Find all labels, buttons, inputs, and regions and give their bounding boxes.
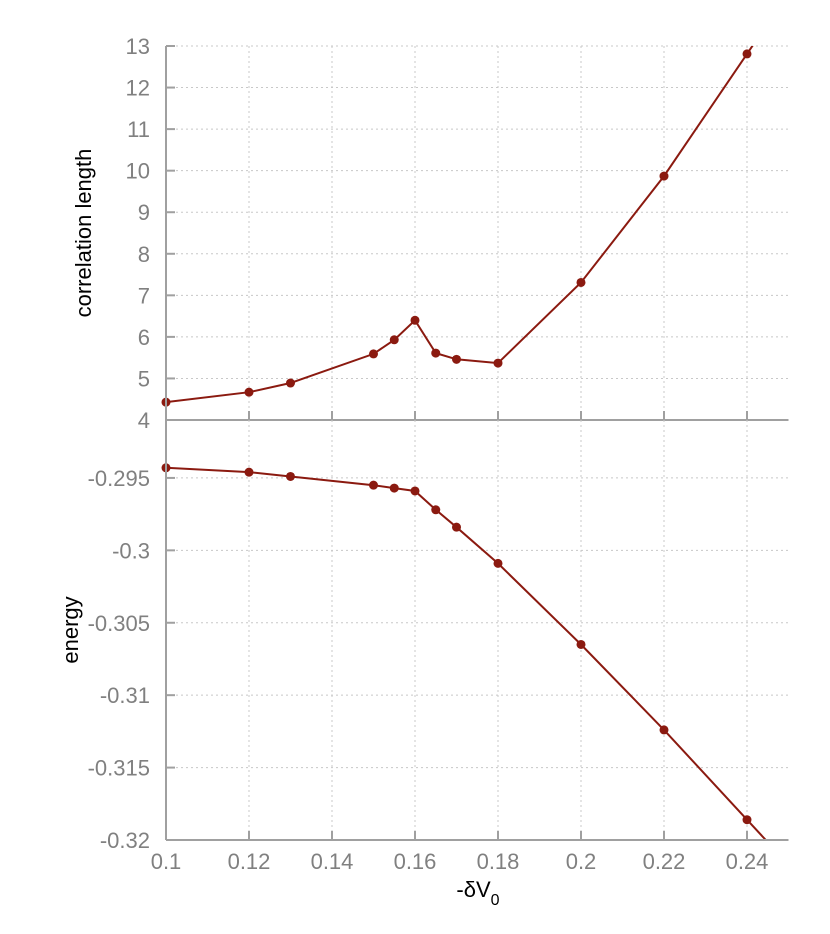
- x-tick-label: 0.18: [477, 849, 520, 874]
- data-point-marker: [244, 467, 254, 477]
- bottom-y-axis-title: energy: [58, 596, 83, 663]
- data-point-marker: [452, 354, 461, 364]
- data-point-marker: [286, 378, 295, 388]
- data-point-marker: [576, 277, 586, 287]
- x-tick-label: 0.16: [394, 849, 437, 874]
- x-tick-label: 0.24: [726, 849, 769, 874]
- bottom-panel-energy: -0.32 -0.315 -0.31 -0.305 -0.3 -0.295 energy: [58, 420, 789, 853]
- x-tick-label: 0.22: [643, 849, 686, 874]
- data-point-marker: [389, 483, 399, 493]
- data-point-marker: [576, 639, 586, 649]
- data-point-marker: [244, 387, 254, 397]
- y-tick-label: -0.31: [100, 683, 150, 708]
- y-tick-label: 11: [127, 117, 150, 142]
- data-point-marker: [742, 815, 752, 825]
- bottom-axes: [165, 420, 789, 841]
- x-tick-label: 0.1: [151, 849, 182, 874]
- y-tick-label: 13: [126, 34, 150, 59]
- data-point-marker: [659, 725, 669, 735]
- x-tick-label: 0.14: [311, 849, 354, 874]
- y-tick-label: 4: [138, 408, 150, 433]
- bottom-series-line: [161, 463, 768, 840]
- y-tick-label: -0.305: [88, 611, 150, 636]
- data-point-marker: [431, 505, 441, 515]
- y-tick-label: -0.32: [100, 828, 150, 853]
- bottom-grid: [166, 420, 789, 840]
- x-axis-title-main: -δV: [456, 877, 491, 902]
- x-axis-title-subscript: 0: [491, 892, 500, 909]
- x-tick-label: 0.2: [566, 849, 597, 874]
- top-y-axis-title: correlation length: [71, 149, 96, 318]
- top-grid: [166, 45, 789, 420]
- y-tick-label: 6: [138, 325, 150, 350]
- data-point-marker: [369, 349, 378, 359]
- top-panel-correlation-length: 4 5 6 7 8 9 10 11 12 13 correlation length: [71, 34, 789, 433]
- x-tick-label: 0.12: [228, 849, 271, 874]
- top-series-line: [161, 46, 754, 407]
- data-point-marker: [659, 171, 669, 181]
- data-point-marker: [369, 480, 378, 490]
- data-point-marker: [410, 486, 420, 496]
- data-point-marker: [452, 522, 461, 532]
- data-point-marker: [493, 558, 503, 568]
- y-tick-label: 8: [138, 242, 150, 267]
- y-tick-label: 7: [138, 283, 150, 308]
- data-point-marker: [742, 49, 752, 59]
- y-tick-label: 5: [138, 366, 150, 391]
- x-axis-title: -δV0: [456, 877, 499, 909]
- y-tick-label: 10: [126, 159, 150, 184]
- y-tick-label: 12: [126, 76, 150, 101]
- series-line: [166, 46, 754, 404]
- top-axes: [165, 45, 789, 421]
- y-tick-label: 9: [138, 200, 150, 225]
- y-tick-label: -0.315: [88, 756, 150, 781]
- y-tick-label: -0.3: [112, 538, 150, 563]
- data-point-marker: [286, 471, 295, 481]
- series-line: [166, 466, 768, 840]
- x-tick-labels: 0.1 0.12 0.14 0.16 0.18 0.2 0.22 0.24: [151, 849, 769, 874]
- top-y-tick-labels: 4 5 6 7 8 9 10 11 12 13: [126, 34, 150, 433]
- data-point-marker: [493, 358, 503, 368]
- bottom-y-tick-labels: -0.32 -0.315 -0.31 -0.305 -0.3 -0.295: [88, 466, 150, 853]
- data-point-marker: [431, 348, 441, 358]
- data-point-marker: [389, 335, 399, 345]
- y-tick-label: -0.295: [88, 466, 150, 491]
- data-point-marker: [410, 315, 420, 325]
